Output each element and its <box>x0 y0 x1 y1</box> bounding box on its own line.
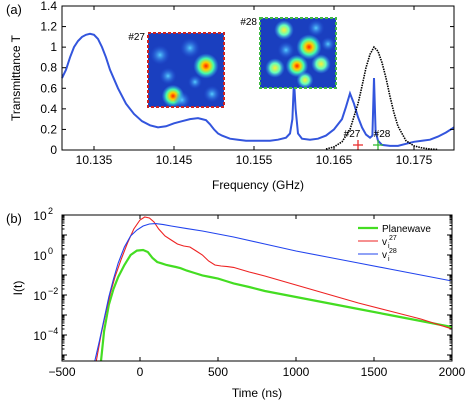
panel-a-x-tick-label: 10.175 <box>396 153 433 167</box>
mode-marker-label: #28 <box>374 129 391 140</box>
panel-a-y-axis-label: Transmittance T <box>9 34 23 121</box>
panel-b-y-tick-exponent: 2 <box>48 206 53 216</box>
panel-b-x-axis-label: Time (ns) <box>232 386 282 400</box>
panel-b-label: (b) <box>6 211 22 226</box>
panel-b-y-tick-exponent: 0 <box>48 246 53 256</box>
field-blob <box>296 34 322 60</box>
inset-mode-image: #27 <box>128 32 225 109</box>
mode-marker-label: #27 <box>344 129 361 140</box>
panel-b-y-tick-exponent: −2 <box>48 286 58 296</box>
legend-entry-label: v <box>382 250 387 261</box>
panel-a-y-tick-label: 1.4 <box>40 0 57 13</box>
intensity-curve-planewave <box>99 248 452 361</box>
panel-a-x-tick-label: 10.155 <box>236 153 273 167</box>
panel-a-x-axis-label: Frequency (GHz) <box>212 178 304 192</box>
panel-b-y-tick-label: 10 <box>33 329 47 343</box>
panel-a: (a) #27 #28 #27 #28 10.135 10.145 10.155 10.1… <box>6 0 455 192</box>
legend-entry-subscript: i <box>388 256 390 263</box>
field-blob <box>321 37 335 51</box>
panel-a-y-tick-label: 0.2 <box>40 122 57 136</box>
legend-entry-label: v <box>382 237 387 248</box>
field-blob <box>265 58 285 78</box>
field-blob <box>180 38 200 58</box>
panel-a-y-tick-label: 1.2 <box>40 20 57 34</box>
inset-mode-image: #28 <box>240 17 337 89</box>
panel-a-y-tick-label: 0.6 <box>40 81 57 95</box>
field-blob <box>307 19 325 37</box>
panel-a-y-tick-label: 0.8 <box>40 61 57 75</box>
field-blob <box>150 45 170 65</box>
panel-b-plot-frame <box>61 214 453 362</box>
field-blob <box>193 53 219 79</box>
inset-border <box>259 17 337 89</box>
panel-b-x-tick-label: 1000 <box>283 365 310 379</box>
panel-b-y-tick-label: 10 <box>33 289 47 303</box>
field-blob <box>159 67 177 85</box>
legend-entry-label: Planewave <box>382 224 431 235</box>
panel-a-x-tick-label: 10.145 <box>156 153 193 167</box>
field-blob <box>173 91 191 109</box>
field-blob <box>277 41 295 59</box>
panel-a-plot-frame <box>61 5 455 151</box>
inset-label: #28 <box>240 17 257 28</box>
field-blob <box>296 71 314 89</box>
field-blob <box>274 20 294 40</box>
panel-a-x-tick-label: 10.165 <box>316 153 353 167</box>
panel-a-y-tick-label: 1 <box>50 40 57 54</box>
intensity-curve-mode-27 <box>95 216 452 361</box>
legend-entry-superscript: 27 <box>389 235 397 242</box>
panel-b-x-tick-label: −500 <box>48 365 75 379</box>
field-blob <box>203 85 221 103</box>
panel-b-x-tick-label: 500 <box>208 365 228 379</box>
legend-entry-superscript: 28 <box>389 248 397 255</box>
panel-b-y-axis-label: I(t) <box>11 281 25 296</box>
panel-b-y-tick-exponent: −4 <box>48 326 58 336</box>
panel-a-x-tick-label: 10.135 <box>76 153 113 167</box>
panel-a-label: (a) <box>6 2 22 17</box>
fit-curve-dotted <box>325 45 439 151</box>
panel-b-y-tick-label: 10 <box>33 249 47 263</box>
panel-a-y-tick-label: 0 <box>50 143 57 157</box>
panel-b-x-tick-label: 2000 <box>439 365 466 379</box>
panel-b-x-tick-label: 1500 <box>361 365 388 379</box>
inset-label: #27 <box>128 32 145 43</box>
panel-b-x-tick-label: 0 <box>137 365 144 379</box>
field-blob <box>311 54 331 74</box>
legend-entry-subscript: i <box>388 243 390 250</box>
inset-border <box>147 32 225 108</box>
intensity-curve-mode-28 <box>94 223 452 361</box>
panel-a-y-tick-label: 0.4 <box>40 102 57 116</box>
field-blob <box>285 54 309 78</box>
panel-b-y-tick-label: 10 <box>33 209 47 223</box>
transmittance-curve <box>61 32 455 147</box>
field-blob <box>188 75 202 89</box>
